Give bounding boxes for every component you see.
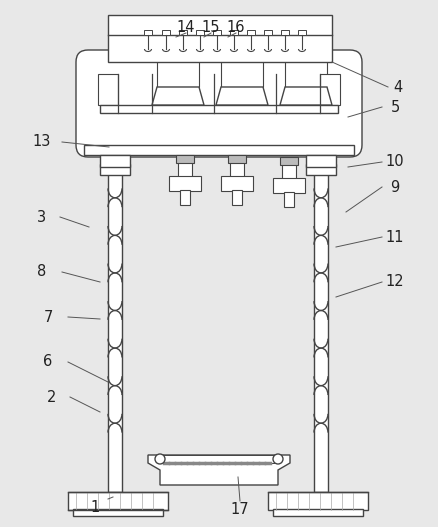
Polygon shape [230, 30, 238, 35]
Text: 12: 12 [386, 275, 404, 289]
Text: 10: 10 [386, 154, 404, 170]
Text: 11: 11 [386, 229, 404, 245]
Text: 2: 2 [47, 389, 57, 405]
Polygon shape [282, 164, 296, 179]
Polygon shape [273, 509, 363, 516]
Text: 6: 6 [43, 355, 53, 369]
Polygon shape [196, 30, 204, 35]
Polygon shape [180, 190, 190, 205]
Polygon shape [179, 30, 187, 35]
Polygon shape [176, 155, 194, 163]
Polygon shape [221, 60, 263, 87]
Polygon shape [100, 164, 130, 175]
Polygon shape [284, 192, 294, 207]
Polygon shape [144, 30, 152, 35]
Polygon shape [100, 105, 338, 113]
Circle shape [273, 454, 283, 464]
Text: 3: 3 [37, 210, 46, 225]
Text: 5: 5 [390, 100, 399, 114]
Polygon shape [314, 172, 328, 492]
Polygon shape [169, 176, 201, 191]
Polygon shape [98, 74, 118, 105]
Polygon shape [285, 60, 327, 87]
Text: 17: 17 [231, 502, 249, 516]
Polygon shape [306, 155, 336, 167]
Text: 15: 15 [202, 21, 220, 35]
Polygon shape [84, 145, 354, 155]
Polygon shape [178, 162, 192, 177]
Polygon shape [264, 30, 272, 35]
Polygon shape [268, 492, 368, 510]
Text: 8: 8 [37, 265, 46, 279]
Text: 14: 14 [177, 21, 195, 35]
Polygon shape [280, 157, 298, 165]
Polygon shape [152, 87, 204, 105]
Polygon shape [108, 172, 122, 492]
Polygon shape [160, 455, 276, 463]
Polygon shape [247, 30, 255, 35]
Polygon shape [280, 87, 332, 105]
Polygon shape [298, 30, 306, 35]
Polygon shape [306, 164, 336, 175]
Polygon shape [68, 492, 168, 510]
Polygon shape [157, 60, 199, 87]
Text: 13: 13 [33, 134, 51, 150]
Circle shape [155, 454, 165, 464]
Polygon shape [162, 30, 170, 35]
Polygon shape [232, 190, 242, 205]
Polygon shape [230, 162, 244, 177]
Text: 7: 7 [43, 309, 53, 325]
Text: 9: 9 [390, 180, 399, 194]
Text: 4: 4 [393, 80, 403, 94]
Polygon shape [73, 509, 163, 516]
Polygon shape [100, 155, 130, 167]
Polygon shape [221, 176, 253, 191]
Polygon shape [216, 87, 268, 105]
Text: 16: 16 [227, 21, 245, 35]
Polygon shape [281, 30, 289, 35]
Polygon shape [273, 178, 305, 193]
Polygon shape [228, 155, 246, 163]
Polygon shape [213, 30, 221, 35]
Polygon shape [148, 455, 290, 485]
Polygon shape [108, 15, 332, 62]
FancyBboxPatch shape [76, 50, 362, 157]
Text: 1: 1 [90, 500, 99, 514]
Polygon shape [320, 74, 340, 105]
